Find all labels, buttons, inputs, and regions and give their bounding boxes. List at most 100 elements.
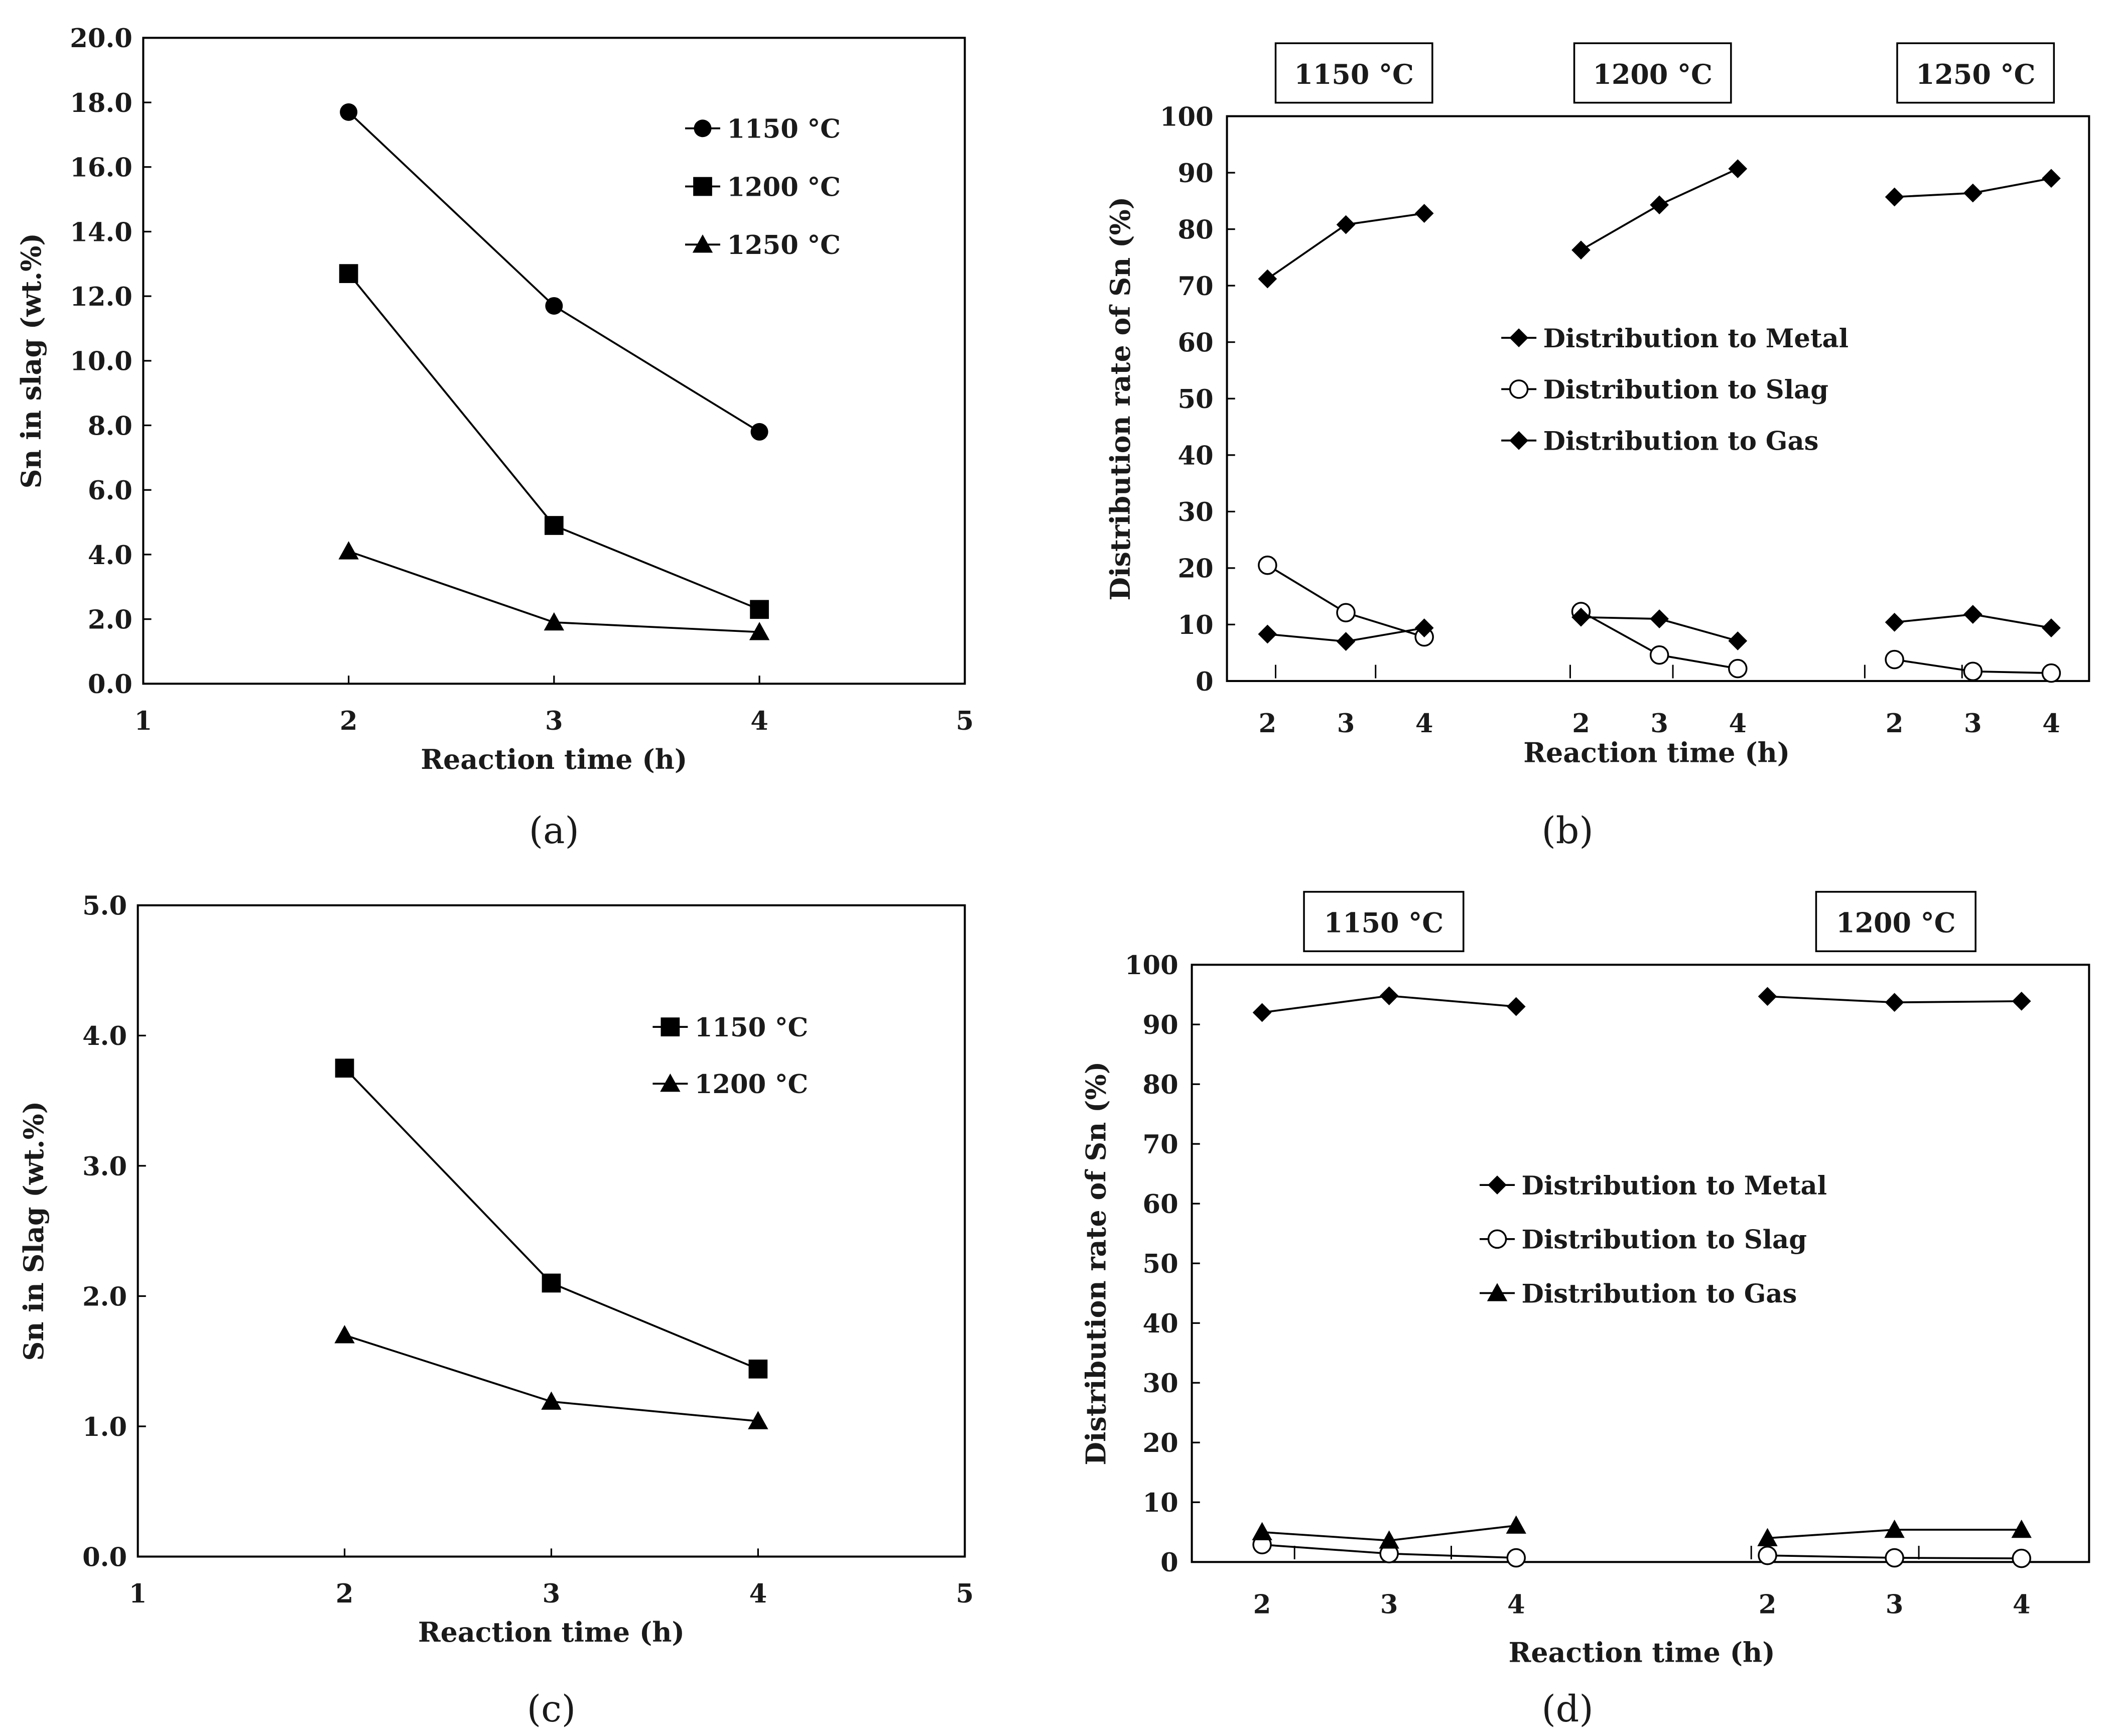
x-tick-label: 4 — [750, 706, 768, 736]
x-axis-label: Reaction time (h) — [421, 743, 687, 775]
data-point — [1336, 632, 1356, 651]
x-tick-label: 1 — [129, 1579, 147, 1609]
legend-marker — [1509, 328, 1528, 347]
legend-label: Distribution to Metal — [1522, 1171, 1827, 1201]
legend-label: Distribution to Gas — [1522, 1279, 1797, 1309]
x-tick-label: 3 — [1650, 709, 1668, 739]
data-point — [2012, 1548, 2031, 1568]
data-point — [1258, 624, 1277, 644]
legend-marker — [692, 234, 713, 253]
series-line — [1267, 564, 1425, 638]
data-point — [339, 264, 358, 283]
data-point — [1884, 1519, 1905, 1538]
y-tick-label: 30 — [1178, 497, 1214, 527]
x-tick-label: 3 — [1380, 1590, 1398, 1620]
y-tick-label: 60 — [1143, 1189, 1178, 1220]
y-tick-label: 0 — [1196, 667, 1214, 697]
x-axis-label: Reaction time (h) — [1523, 736, 1790, 768]
x-tick-label: 4 — [1729, 709, 1747, 739]
data-point — [1963, 605, 1983, 624]
x-tick-label: 4 — [2042, 709, 2060, 739]
data-point — [544, 516, 564, 535]
x-tick-label: 2 — [1759, 1590, 1777, 1620]
panel-caption: (d) — [1541, 1688, 1593, 1730]
group-label-box — [1303, 891, 1465, 953]
legend-marker — [693, 177, 712, 196]
y-tick-label: 8.0 — [88, 411, 133, 441]
y-tick-label: 40 — [1178, 441, 1214, 471]
y-tick-label: 40 — [1143, 1309, 1178, 1339]
panel-caption: (c) — [527, 1688, 576, 1730]
x-tick-label: 5 — [956, 1579, 974, 1609]
group-label-box — [1274, 42, 1433, 104]
x-tick-label: 1 — [135, 706, 153, 736]
legend-label: 1200 °C — [727, 172, 840, 202]
plot-frame — [137, 904, 966, 1558]
data-point — [1252, 1003, 1272, 1022]
y-tick-label: 0.0 — [82, 1542, 127, 1572]
plot-frame — [1191, 964, 2090, 1563]
data-point — [542, 1273, 561, 1293]
legend-label: 1150 °C — [695, 1013, 808, 1043]
group-label: 1150 °C — [1294, 58, 1414, 90]
data-point — [1414, 204, 1434, 223]
legend-label: 1250 °C — [727, 230, 840, 260]
data-point — [1252, 1522, 1272, 1540]
x-tick-label: 3 — [1886, 1590, 1904, 1620]
group-label-box — [1815, 891, 1977, 953]
panel-caption: (a) — [529, 810, 579, 852]
data-point — [544, 612, 565, 631]
y-tick-label: 2.0 — [88, 605, 133, 635]
x-tick-label: 4 — [749, 1579, 767, 1609]
data-point — [1506, 1548, 1526, 1568]
y-tick-label: 10.0 — [70, 347, 133, 377]
data-point — [1885, 1548, 1904, 1568]
y-tick-label: 50 — [1143, 1249, 1178, 1279]
data-point — [2041, 663, 2061, 683]
y-tick-label: 80 — [1143, 1070, 1178, 1100]
x-tick-label: 2 — [1572, 709, 1590, 739]
data-point — [1728, 658, 1748, 679]
y-tick-label: 5.0 — [82, 891, 127, 921]
data-point — [1885, 993, 1904, 1012]
data-point — [1649, 645, 1669, 665]
y-axis-label: Distribution rate of Sn (%) — [1080, 1061, 1112, 1465]
legend-label: Distribution to Gas — [1543, 427, 1819, 457]
legend-marker — [694, 119, 712, 138]
x-tick-label: 3 — [543, 1579, 561, 1609]
y-tick-label: 20.0 — [70, 24, 133, 54]
x-tick-label: 4 — [2013, 1590, 2031, 1620]
x-axis-label: Reaction time (h) — [1509, 1637, 1775, 1669]
plot-frame — [142, 37, 966, 685]
series-line — [348, 273, 760, 611]
data-point — [1571, 607, 1591, 627]
legend-label: Distribution to Slag — [1522, 1225, 1807, 1255]
y-tick-label: 100 — [1160, 102, 1214, 132]
y-tick-label: 70 — [1143, 1130, 1178, 1160]
x-tick-label: 4 — [1507, 1590, 1525, 1620]
data-point — [1650, 195, 1669, 215]
data-point — [1571, 240, 1591, 260]
y-tick-label: 100 — [1125, 951, 1178, 981]
series-line — [344, 1067, 759, 1370]
y-tick-label: 90 — [1143, 1010, 1178, 1040]
data-point — [1336, 603, 1356, 622]
data-point — [1885, 187, 1904, 207]
y-tick-label: 12.0 — [70, 282, 133, 312]
data-point — [748, 1411, 768, 1429]
data-point — [545, 297, 563, 315]
data-point — [1758, 987, 1777, 1006]
y-tick-label: 2.0 — [82, 1282, 127, 1312]
y-tick-label: 3.0 — [82, 1152, 127, 1182]
y-tick-label: 30 — [1143, 1369, 1178, 1399]
x-tick-label: 2 — [336, 1579, 354, 1609]
data-point — [1258, 269, 1277, 289]
y-tick-label: 50 — [1178, 384, 1214, 415]
data-point — [1379, 1530, 1399, 1549]
y-tick-label: 6.0 — [88, 476, 133, 506]
data-point — [1379, 986, 1399, 1006]
x-tick-label: 3 — [545, 706, 563, 736]
data-point — [2042, 618, 2061, 637]
y-axis-label: Sn in Slag (wt.%) — [18, 1101, 50, 1361]
